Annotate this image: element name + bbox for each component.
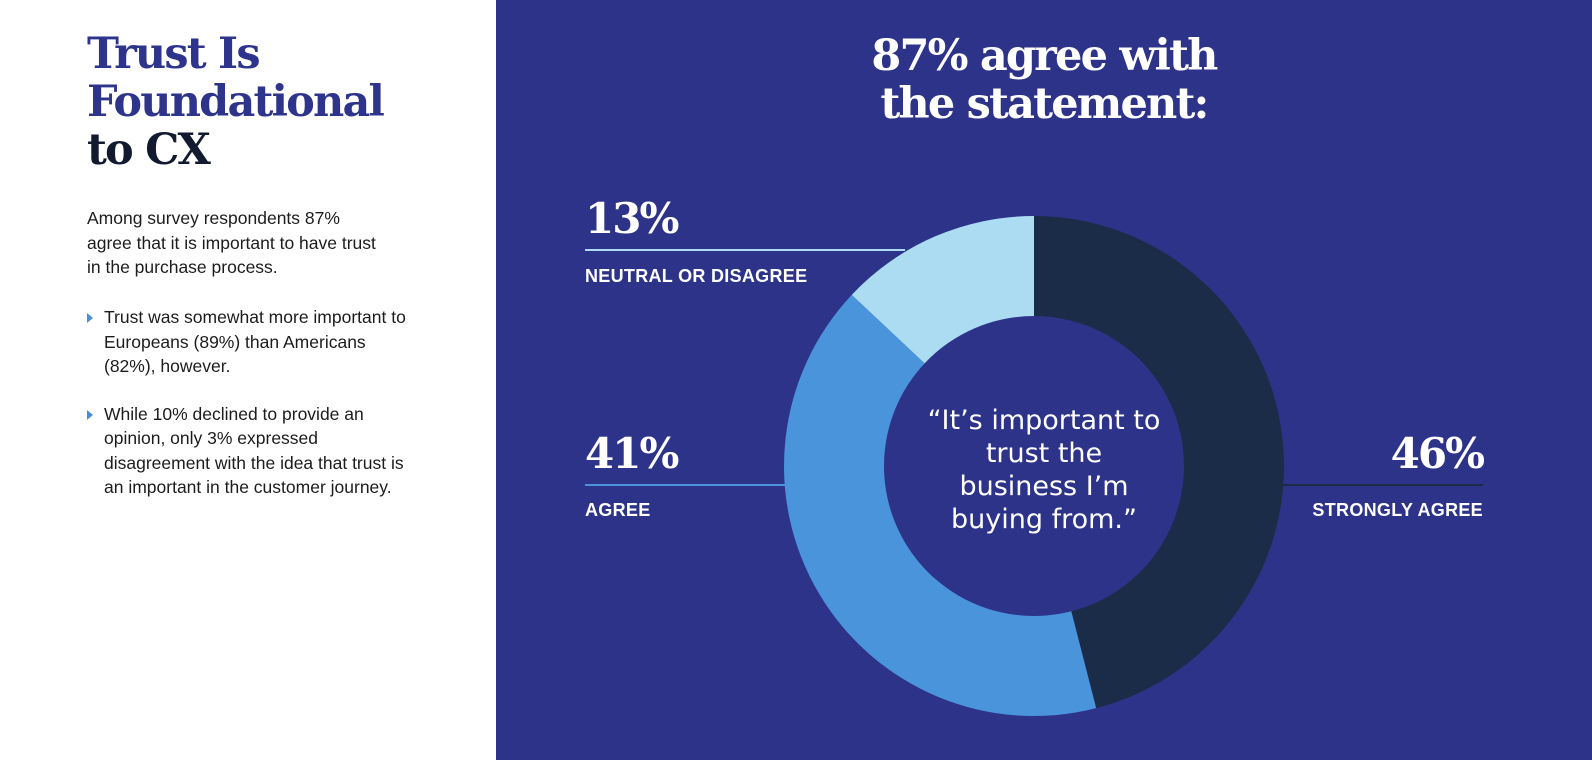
chart-title: 87% agree with the statement:	[496, 32, 1592, 128]
bullet-item: While 10% declined to provide an opinion…	[87, 402, 407, 500]
slice-value-neutral: 13%	[585, 194, 679, 243]
triangle-bullet-icon	[87, 313, 93, 323]
slice-agree	[784, 294, 1097, 716]
chart-title-line-2: the statement:	[880, 79, 1209, 129]
left-panel: Trust Is Foundational to CX Among survey…	[0, 0, 496, 760]
slice-value-strongly-agree: 46%	[1390, 429, 1485, 478]
intro-paragraph: Among survey respondents 87% agree that …	[87, 208, 376, 277]
slice-label-strongly-agree: STRONGLY AGREE	[1312, 500, 1483, 520]
bullet-item: Trust was somewhat more important to Eur…	[87, 305, 407, 379]
slice-strongly-agree	[1034, 216, 1285, 709]
title-line-3: to CX	[87, 125, 211, 175]
bullet-text: Trust was somewhat more important to Eur…	[104, 307, 406, 376]
donut-slices	[784, 216, 1285, 716]
donut-center-quote: “It’s important to trust the business I’…	[927, 405, 1161, 535]
slice-label-neutral: NEUTRAL OR DISAGREE	[585, 266, 808, 286]
title-line-1: Trust Is	[87, 29, 261, 79]
page-title: Trust Is Foundational to CX	[87, 30, 467, 174]
leader-lines	[585, 249, 1483, 486]
chart-title-line-1: 87% agree with	[871, 31, 1218, 81]
slice-label-agree: AGREE	[585, 500, 651, 520]
title-line-2: Foundational	[87, 77, 385, 127]
slice-neutral	[851, 216, 1034, 364]
bullet-text: While 10% declined to provide an opinion…	[104, 403, 404, 498]
slice-value-agree: 41%	[585, 429, 679, 478]
triangle-bullet-icon	[87, 409, 93, 420]
bullet-list: Trust was somewhat more important to Eur…	[87, 305, 407, 523]
